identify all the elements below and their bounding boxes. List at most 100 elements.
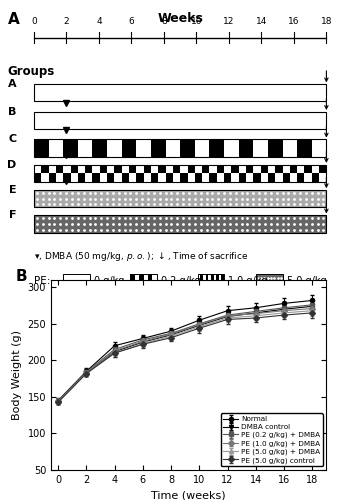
Bar	[139, 274, 143, 289]
Bar	[268, 164, 275, 173]
Bar	[253, 140, 268, 156]
Bar	[211, 274, 214, 281]
Bar	[173, 164, 180, 173]
Bar	[268, 140, 283, 156]
Bar	[151, 140, 166, 156]
Bar	[206, 282, 208, 289]
Bar	[217, 174, 224, 182]
Bar	[129, 174, 136, 182]
Bar	[261, 174, 268, 182]
Bar	[34, 216, 326, 232]
Bar	[198, 282, 200, 289]
Text: 0.2 g/kg: 0.2 g/kg	[161, 276, 201, 286]
Bar	[92, 140, 107, 156]
Bar	[166, 140, 180, 156]
Bar	[63, 164, 71, 173]
Bar	[56, 174, 63, 182]
Bar	[261, 164, 268, 173]
Bar	[122, 164, 129, 173]
Bar	[122, 174, 129, 182]
Bar	[78, 174, 85, 182]
Bar	[49, 174, 56, 182]
Text: 6: 6	[129, 17, 134, 26]
Bar	[180, 174, 188, 182]
Text: $\blacktriangledown$, DMBA (50 mg/kg, $\it{p.o.}$); $\downarrow$, Time of sacrif: $\blacktriangledown$, DMBA (50 mg/kg, $\…	[34, 250, 249, 262]
Bar	[200, 282, 203, 289]
Bar	[319, 174, 326, 182]
Bar	[41, 174, 49, 182]
Bar	[214, 282, 216, 289]
Bar	[63, 174, 71, 182]
Bar	[224, 164, 231, 173]
Bar	[209, 174, 217, 182]
Bar	[239, 174, 246, 182]
Bar	[253, 174, 261, 182]
Bar	[114, 174, 122, 182]
Bar	[166, 164, 173, 173]
Bar	[152, 274, 157, 289]
Text: B: B	[15, 268, 27, 283]
Bar	[198, 274, 200, 281]
Bar	[34, 112, 326, 129]
Text: F: F	[9, 210, 16, 220]
Bar	[166, 174, 173, 182]
Bar	[297, 164, 304, 173]
Bar	[231, 174, 239, 182]
Text: D: D	[7, 160, 16, 170]
Bar	[34, 190, 326, 207]
Bar	[304, 174, 312, 182]
Bar	[246, 174, 253, 182]
Bar	[131, 274, 135, 289]
Bar	[221, 282, 224, 289]
Bar	[275, 174, 283, 182]
Bar	[246, 164, 253, 173]
Bar	[304, 164, 312, 173]
Bar	[180, 164, 188, 173]
Bar	[151, 164, 158, 173]
Bar	[34, 84, 326, 102]
Bar	[202, 164, 209, 173]
Bar	[173, 174, 180, 182]
Bar	[297, 174, 304, 182]
Bar	[211, 282, 214, 289]
Bar	[34, 140, 49, 156]
Bar	[198, 274, 224, 289]
Bar	[129, 164, 136, 173]
Text: 1.0 g/kg: 1.0 g/kg	[228, 276, 268, 286]
Bar	[131, 274, 157, 289]
Bar	[195, 174, 202, 182]
Bar	[180, 140, 195, 156]
Bar	[290, 174, 297, 182]
Text: 5.0 g/kg: 5.0 g/kg	[287, 276, 326, 286]
Bar	[268, 174, 275, 182]
Text: Groups: Groups	[8, 65, 55, 78]
Bar	[203, 274, 206, 281]
Bar	[143, 174, 151, 182]
Bar	[92, 174, 100, 182]
Text: B: B	[8, 107, 16, 117]
Legend: Normal, DMBA control, PE (0.2 g/kg) + DMBA, PE (1.0 g/kg) + DMBA, PE (5.0 g/kg) : Normal, DMBA control, PE (0.2 g/kg) + DM…	[221, 413, 323, 467]
Bar	[56, 164, 63, 173]
Text: 12: 12	[223, 17, 235, 26]
Bar	[143, 164, 151, 173]
Bar	[148, 274, 152, 289]
X-axis label: Time (weeks): Time (weeks)	[151, 490, 226, 500]
Text: A: A	[8, 79, 16, 89]
Bar	[188, 164, 195, 173]
Text: 8: 8	[161, 17, 167, 26]
Bar	[208, 282, 211, 289]
Text: PE:: PE:	[34, 276, 50, 286]
Bar	[239, 140, 253, 156]
Bar	[283, 174, 290, 182]
Bar	[221, 274, 224, 281]
Bar	[107, 140, 122, 156]
Bar	[41, 164, 49, 173]
Bar	[85, 174, 92, 182]
Bar	[78, 164, 85, 173]
Y-axis label: Body Weight (g): Body Weight (g)	[12, 330, 22, 420]
Bar	[158, 174, 166, 182]
Bar	[63, 274, 89, 289]
Bar	[283, 164, 290, 173]
Bar	[206, 274, 208, 281]
Bar	[297, 140, 312, 156]
